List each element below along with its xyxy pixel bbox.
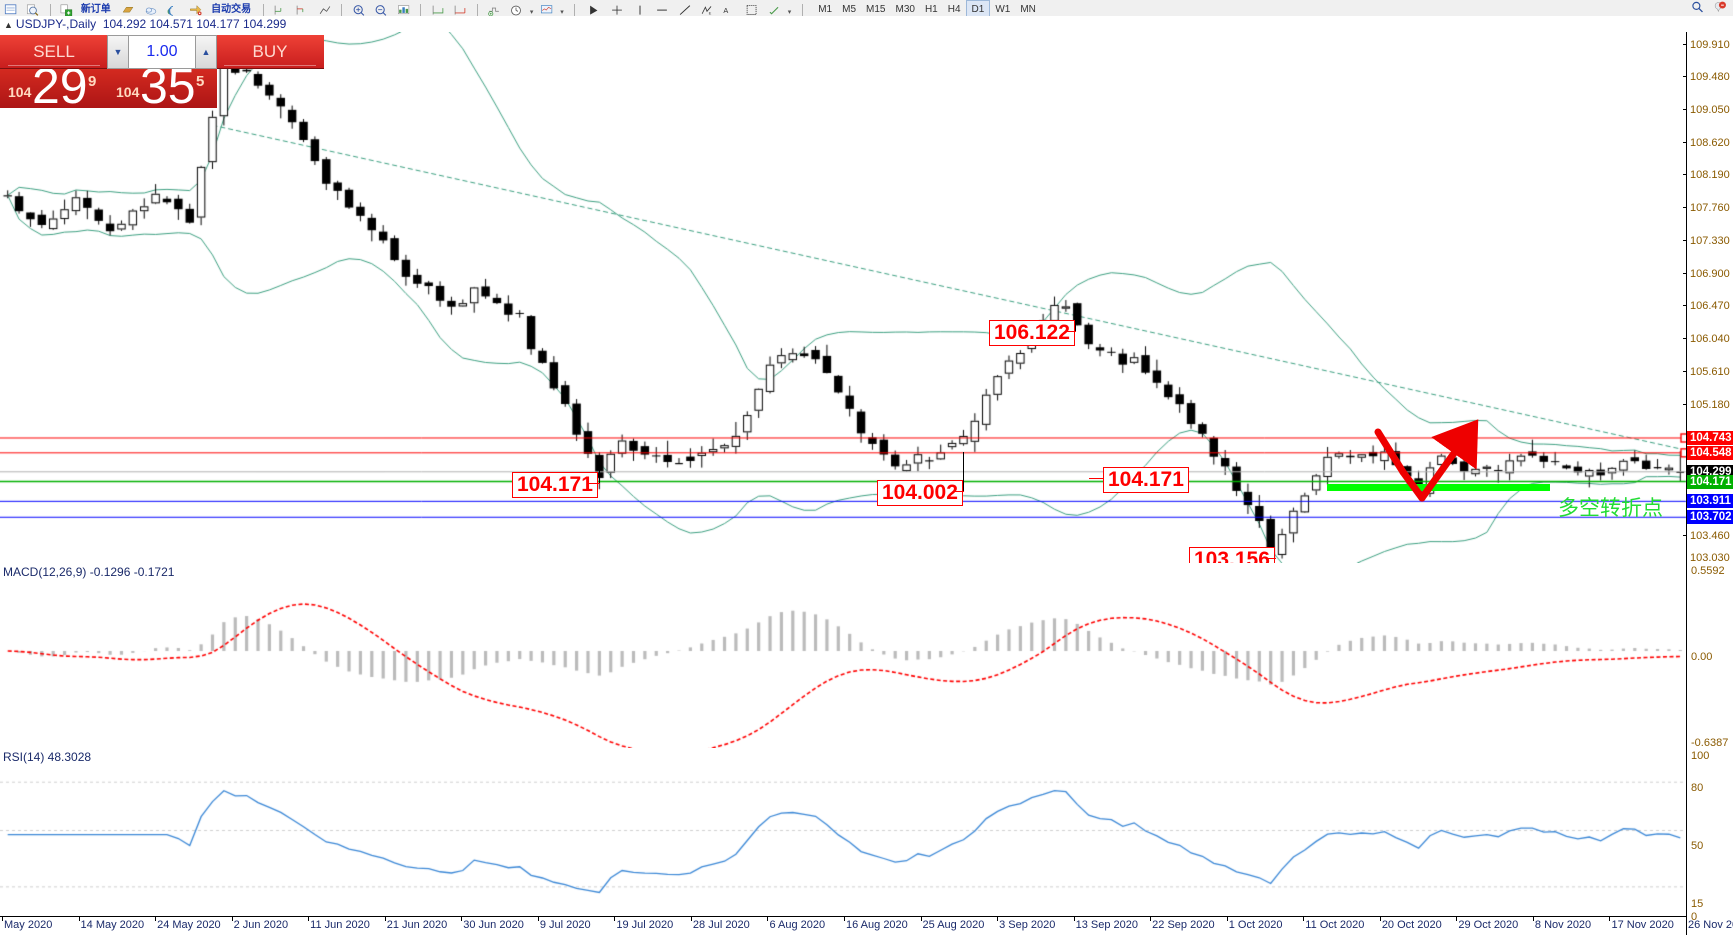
svg-text:A: A <box>724 5 729 14</box>
svg-text:E: E <box>709 10 712 15</box>
